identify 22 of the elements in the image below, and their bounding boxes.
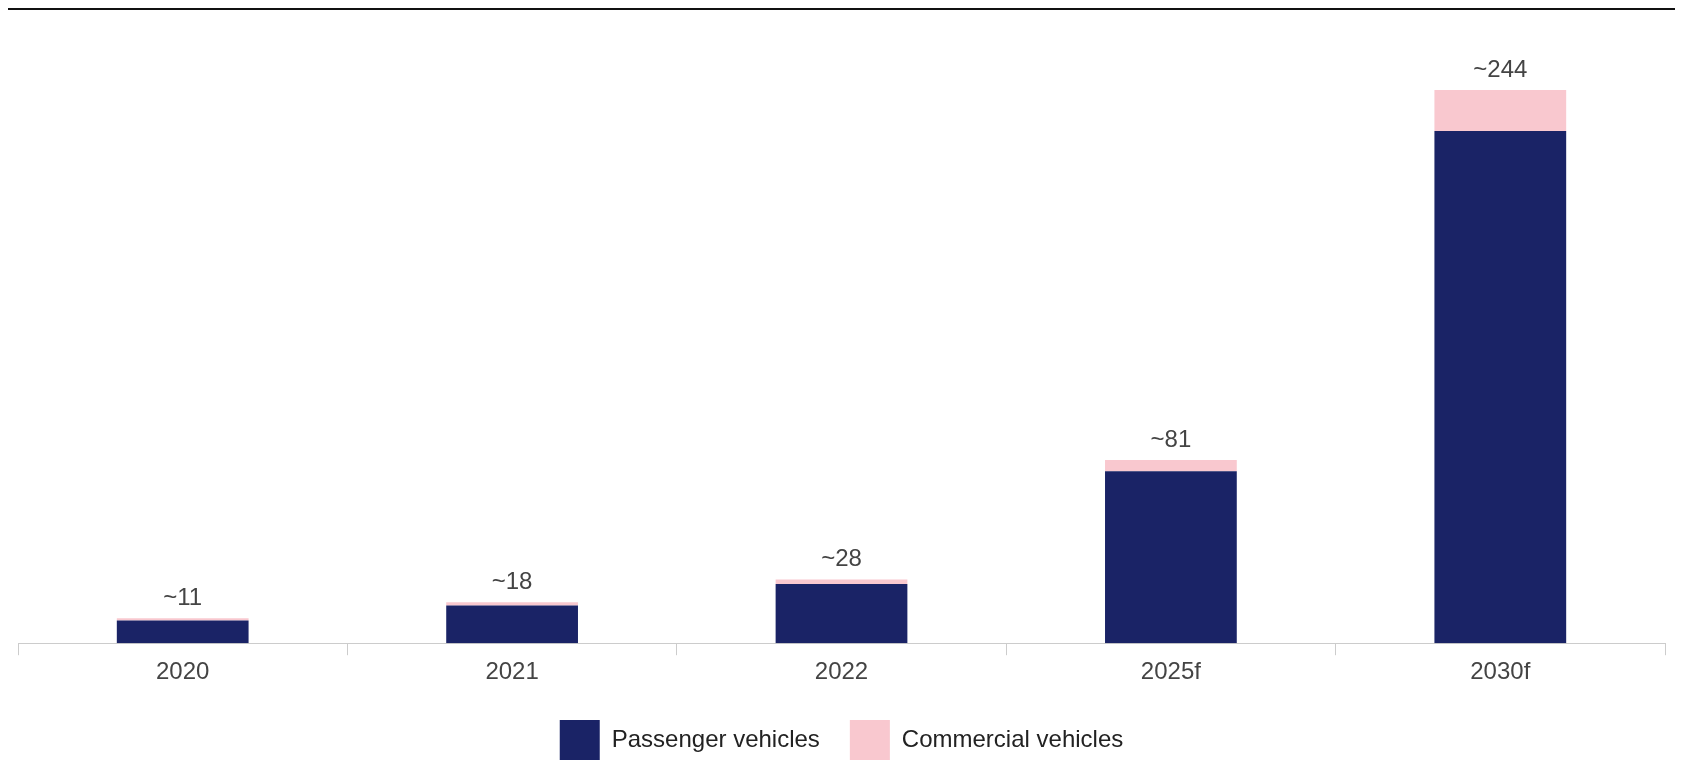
bar: [1105, 460, 1237, 472]
x-tick-label: 2021: [485, 657, 539, 685]
annotation: ~81: [1150, 424, 1192, 452]
bar: [116, 618, 249, 621]
x-tick-label: 2020: [156, 657, 210, 685]
x-tick-label: 2025f: [1140, 657, 1202, 685]
annotation: ~11: [163, 582, 203, 610]
x-tick-label: 2030f: [1470, 657, 1531, 685]
annotation: ~28: [821, 544, 862, 572]
x-tick-label: 2022: [814, 657, 869, 685]
bar: [1434, 130, 1567, 644]
bar: [775, 579, 908, 585]
bar: [1105, 471, 1237, 644]
bar: [446, 602, 578, 606]
legend-label: Commercial vehicles: [901, 724, 1124, 752]
annotation: ~18: [491, 566, 533, 594]
bar: [446, 605, 578, 644]
annotation: ~244: [1473, 54, 1528, 82]
bar: [116, 620, 249, 644]
legend-label: Passenger vehicles: [611, 724, 820, 752]
bar: [1434, 90, 1567, 131]
bar: [775, 584, 908, 644]
